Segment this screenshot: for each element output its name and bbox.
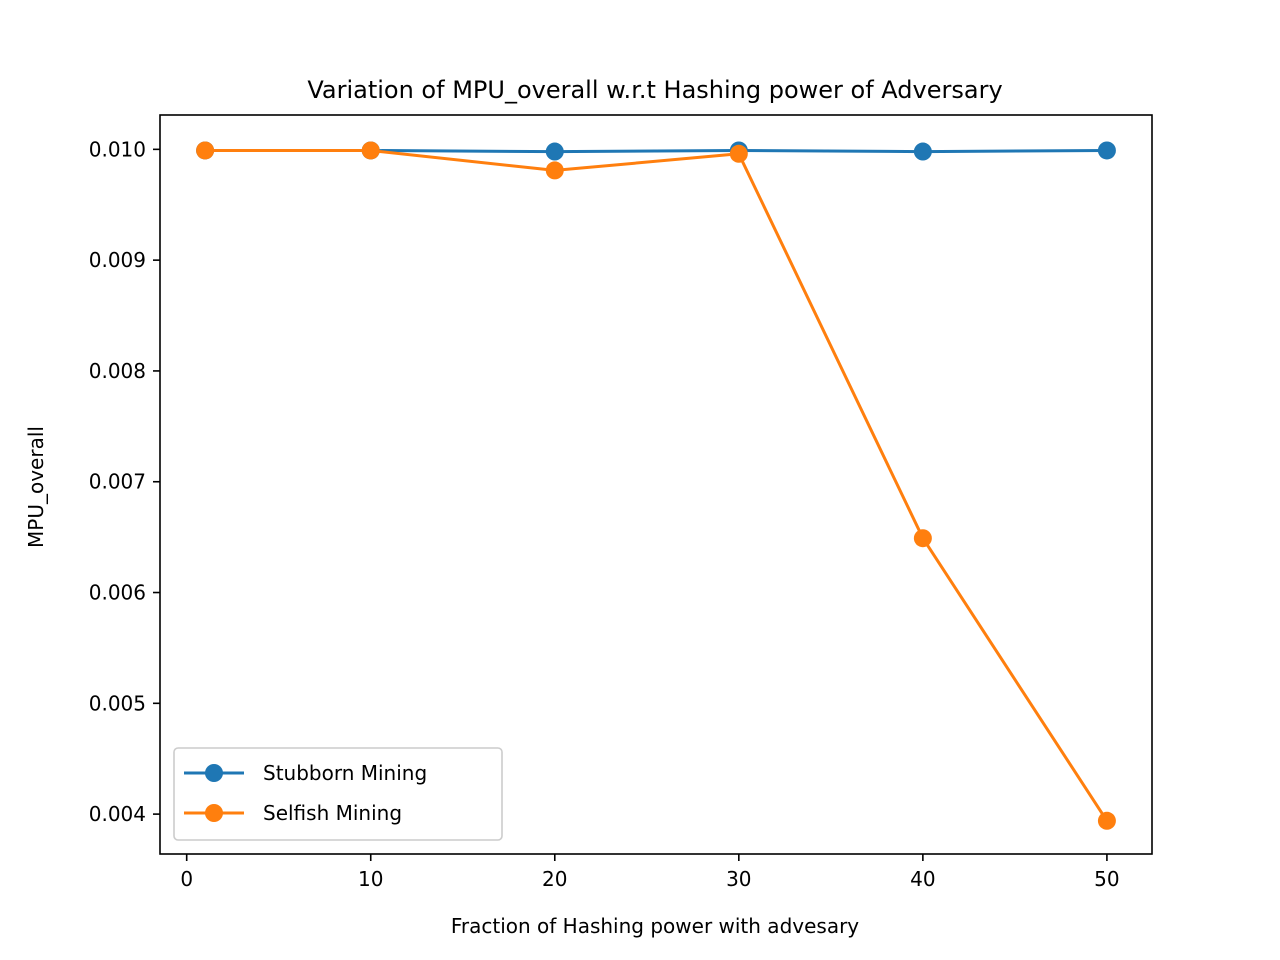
data-point bbox=[196, 141, 215, 160]
y-tick-label: 0.008 bbox=[89, 359, 146, 383]
plot-frame bbox=[159, 114, 1153, 855]
y-tick-label: 0.009 bbox=[89, 248, 146, 272]
legend-label: Selfish Mining bbox=[263, 801, 402, 825]
data-point bbox=[361, 141, 380, 160]
data-point bbox=[545, 142, 564, 161]
legend-box bbox=[173, 747, 503, 841]
legend-label: Stubborn Mining bbox=[263, 761, 427, 785]
x-axis-label: Fraction of Hashing power with advesary bbox=[451, 914, 859, 938]
x-tick-label: 50 bbox=[1094, 867, 1119, 891]
x-tick-label: 30 bbox=[726, 867, 751, 891]
data-point bbox=[545, 161, 564, 180]
x-tick-label: 20 bbox=[542, 867, 567, 891]
y-tick-label: 0.006 bbox=[89, 581, 146, 605]
data-point bbox=[1097, 141, 1116, 160]
y-tick-label: 0.010 bbox=[89, 137, 146, 161]
plot-area: 0 10 20 30 40 50 0.004 0.005 0.006 0.007 0.008 0.00… bbox=[89, 114, 1153, 891]
data-point bbox=[729, 144, 748, 163]
y-tick-label: 0.004 bbox=[89, 802, 146, 826]
chart-title: Variation of MPU_overall w.r.t Hashing p… bbox=[307, 76, 1002, 104]
y-tick-label: 0.007 bbox=[89, 470, 146, 494]
y-axis-label: MPU_overall bbox=[24, 426, 48, 548]
legend: Stubborn Mining Selfish Mining bbox=[173, 747, 503, 841]
x-tick-label: 10 bbox=[358, 867, 383, 891]
data-point bbox=[1097, 811, 1116, 830]
legend-swatch-marker bbox=[205, 764, 223, 782]
data-point bbox=[913, 142, 932, 161]
series-line-1 bbox=[205, 149, 1109, 822]
data-point bbox=[913, 529, 932, 548]
x-tick-label: 0 bbox=[180, 867, 193, 891]
legend-swatch-marker bbox=[205, 804, 223, 822]
x-tick-label: 40 bbox=[910, 867, 935, 891]
y-tick-label: 0.005 bbox=[89, 691, 146, 715]
